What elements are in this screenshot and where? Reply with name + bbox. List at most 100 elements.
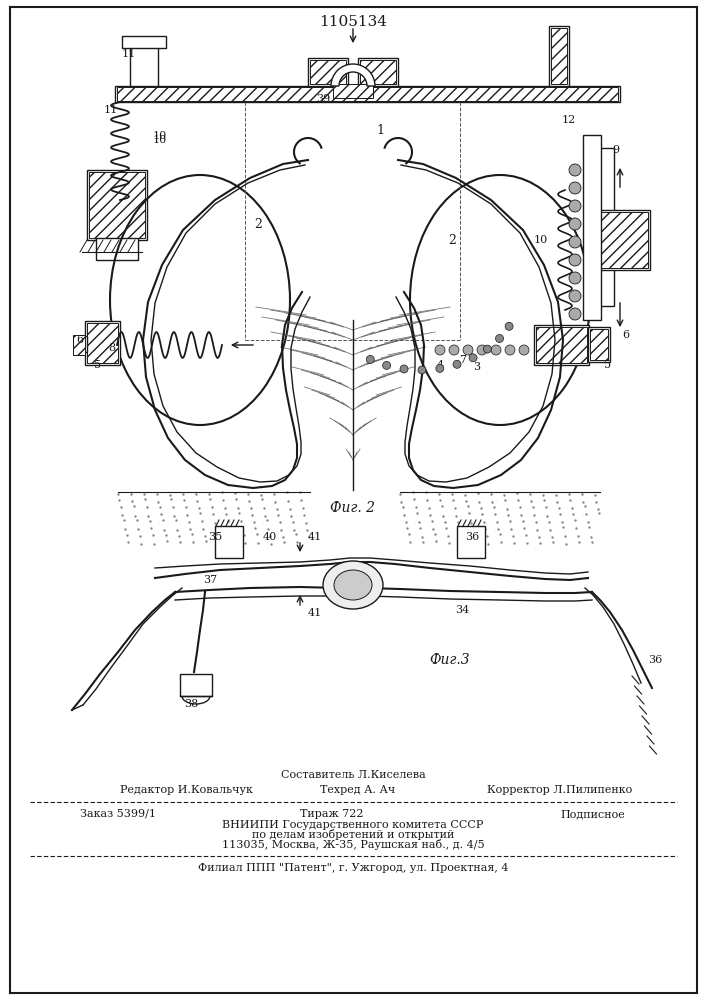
Bar (549, 26, 569, 86)
Text: Редактор И.Ковальчук: Редактор И.Ковальчук (120, 785, 253, 795)
Text: 4: 4 (436, 360, 443, 370)
Text: 5: 5 (95, 360, 102, 370)
Bar (115, 86, 620, 102)
Circle shape (569, 200, 581, 212)
Bar (180, 674, 212, 696)
Bar (77, 336, 87, 352)
Bar (87, 323, 118, 363)
Bar (85, 321, 120, 365)
Text: 39: 39 (316, 94, 330, 104)
Text: Заказ 5399/1: Заказ 5399/1 (80, 809, 156, 819)
Text: 7: 7 (460, 355, 467, 365)
Text: Техред А. Ач: Техред А. Ач (320, 785, 395, 795)
Bar (130, 46, 158, 86)
Circle shape (449, 345, 459, 355)
Circle shape (505, 345, 515, 355)
Circle shape (569, 290, 581, 302)
Text: 6: 6 (76, 335, 83, 345)
Text: Составитель Л.Киселева: Составитель Л.Киселева (281, 770, 426, 780)
Text: 10: 10 (153, 131, 167, 141)
Bar (585, 137, 599, 318)
Circle shape (496, 334, 503, 342)
Bar (457, 526, 485, 558)
Text: 6: 6 (622, 330, 629, 340)
Bar (96, 238, 138, 260)
Text: 41: 41 (308, 608, 322, 618)
Text: 9: 9 (612, 145, 619, 155)
Bar (117, 87, 618, 101)
Circle shape (469, 354, 477, 362)
Text: 1105134: 1105134 (319, 15, 387, 29)
Text: Подписное: Подписное (560, 809, 625, 819)
Circle shape (382, 361, 390, 369)
Circle shape (569, 182, 581, 194)
Circle shape (505, 322, 513, 330)
Text: 11: 11 (104, 105, 118, 115)
Wedge shape (331, 64, 375, 86)
Bar (551, 28, 567, 84)
Bar (534, 325, 589, 365)
Bar (333, 84, 373, 98)
Circle shape (436, 364, 444, 372)
Text: 35: 35 (208, 532, 222, 542)
Circle shape (366, 355, 374, 363)
Bar (308, 58, 348, 86)
Text: Фиг.3: Фиг.3 (430, 653, 470, 667)
Circle shape (569, 272, 581, 284)
Bar (87, 170, 147, 240)
Text: 5: 5 (604, 360, 612, 370)
Text: 3: 3 (474, 362, 481, 372)
Text: Тираж 722: Тираж 722 (300, 809, 363, 819)
Bar (588, 327, 610, 362)
Text: 2: 2 (448, 233, 456, 246)
Bar (310, 60, 346, 84)
Bar (89, 172, 145, 238)
Circle shape (569, 308, 581, 320)
Circle shape (477, 345, 487, 355)
Bar (597, 212, 648, 268)
Circle shape (569, 254, 581, 266)
Text: 8: 8 (108, 343, 115, 353)
Circle shape (418, 366, 426, 374)
Circle shape (435, 345, 445, 355)
Text: 40: 40 (263, 532, 277, 542)
Circle shape (453, 360, 461, 368)
Text: 36: 36 (648, 655, 662, 665)
Bar (215, 526, 243, 558)
Bar (122, 36, 166, 48)
Circle shape (484, 345, 491, 353)
Circle shape (569, 164, 581, 176)
Circle shape (400, 365, 408, 373)
Bar (218, 527, 240, 555)
Ellipse shape (334, 570, 372, 600)
Text: 38: 38 (184, 699, 198, 709)
Circle shape (463, 345, 473, 355)
Text: 1: 1 (376, 123, 384, 136)
Bar (598, 148, 614, 306)
Bar (358, 58, 398, 86)
Text: 2: 2 (254, 219, 262, 232)
Circle shape (491, 345, 501, 355)
Text: Корректор Л.Пилипенко: Корректор Л.Пилипенко (487, 785, 633, 795)
Circle shape (569, 236, 581, 248)
Bar (360, 60, 396, 84)
Text: 41: 41 (308, 532, 322, 542)
Text: по делам изобретений и открытий: по делам изобретений и открытий (252, 830, 454, 840)
Text: 11: 11 (122, 49, 136, 59)
Text: 113035, Москва, Ж-35, Раушская наб., д. 4/5: 113035, Москва, Ж-35, Раушская наб., д. … (222, 840, 484, 850)
Bar (583, 135, 601, 320)
Text: 34: 34 (455, 605, 469, 615)
Text: Фиг. 2: Фиг. 2 (330, 501, 375, 515)
Bar (460, 527, 482, 555)
Text: Филиал ППП "Патент", г. Ужгород, ул. Проектная, 4: Филиал ППП "Патент", г. Ужгород, ул. Про… (198, 863, 508, 873)
Bar (536, 327, 587, 363)
Text: 10: 10 (153, 135, 167, 145)
Text: 37: 37 (203, 575, 217, 585)
Text: 36: 36 (465, 532, 479, 542)
Bar (73, 335, 85, 355)
Text: ВНИИПИ Государственного комитета СССР: ВНИИПИ Государственного комитета СССР (222, 820, 484, 830)
Text: 10: 10 (534, 235, 548, 245)
Circle shape (519, 345, 529, 355)
Bar (595, 210, 650, 270)
Bar (590, 329, 608, 360)
